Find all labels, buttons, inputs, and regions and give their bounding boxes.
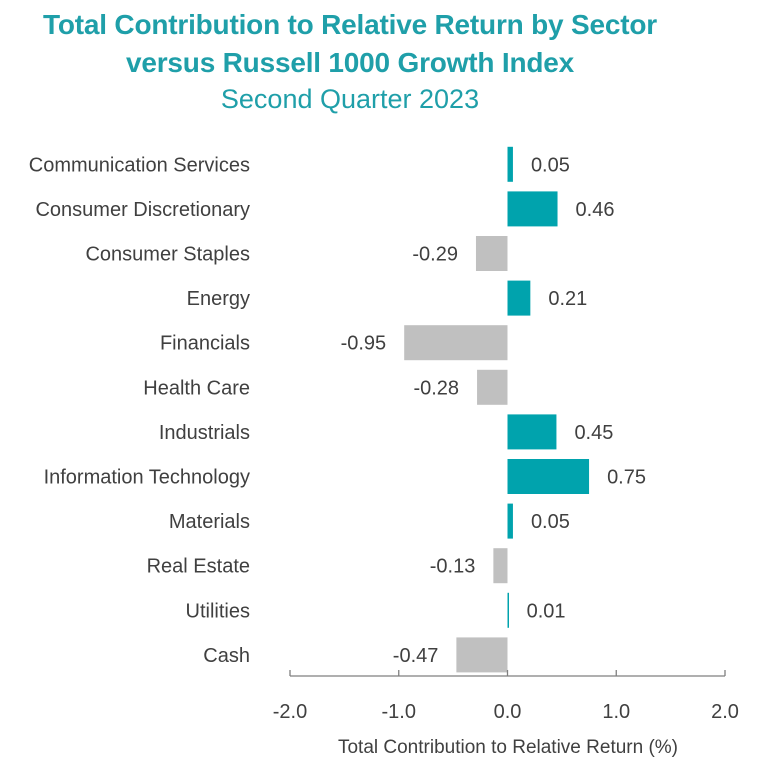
value-label-cash: -0.47 bbox=[393, 645, 439, 667]
value-label-industrials: 0.45 bbox=[574, 422, 613, 444]
bar-communication-services bbox=[507, 146, 513, 182]
category-label-information-technology: Information Technology bbox=[44, 467, 250, 489]
bars bbox=[404, 146, 590, 673]
x-axis: -2.0 -1.0 0.0 1.0 2.0 bbox=[273, 670, 739, 723]
value-label-consumer-staples: -0.29 bbox=[412, 244, 458, 266]
category-label-utilities: Utilities bbox=[186, 600, 250, 622]
bar-real-estate bbox=[493, 548, 508, 584]
category-label-consumer-discretionary: Consumer Discretionary bbox=[35, 199, 250, 221]
bar-health-care bbox=[477, 369, 508, 405]
category-label-cash: Cash bbox=[203, 645, 250, 667]
x-axis-label: Total Contribution to Relative Return (%… bbox=[338, 737, 678, 758]
category-label-health-care: Health Care bbox=[143, 377, 250, 399]
bar-utilities bbox=[507, 592, 509, 628]
chart-title-line2: versus Russell 1000 Growth Index bbox=[125, 47, 574, 78]
chart-title-line1: Total Contribution to Relative Return by… bbox=[43, 9, 657, 40]
value-label-real-estate: -0.13 bbox=[430, 556, 476, 578]
x-tick-label: -1.0 bbox=[382, 701, 416, 723]
category-label-materials: Materials bbox=[169, 511, 250, 533]
bar-industrials bbox=[507, 414, 557, 450]
x-tick-label: -2.0 bbox=[273, 701, 307, 723]
value-label-materials: 0.05 bbox=[531, 511, 570, 533]
bar-information-technology bbox=[507, 459, 590, 494]
value-label-consumer-discretionary: 0.46 bbox=[576, 199, 615, 221]
value-label-information-technology: 0.75 bbox=[607, 467, 646, 489]
value-labels: 0.05 0.46 -0.29 0.21 -0.95 -0.28 0.45 0.75 0.05 -… bbox=[341, 154, 646, 667]
x-tick-label: 0.0 bbox=[494, 701, 522, 723]
category-label-energy: Energy bbox=[187, 288, 250, 310]
value-label-energy: 0.21 bbox=[548, 288, 587, 310]
chart-subtitle: Second Quarter 2023 bbox=[220, 84, 480, 114]
value-label-health-care: -0.28 bbox=[413, 377, 459, 399]
chart-titles: Total Contribution to Relative Return by… bbox=[0, 6, 700, 116]
category-label-industrials: Industrials bbox=[159, 422, 250, 444]
x-tick-label: 1.0 bbox=[602, 701, 630, 723]
bar-energy bbox=[507, 280, 531, 316]
bar-cash bbox=[456, 637, 508, 673]
category-labels: Communication Services Consumer Discretio… bbox=[29, 154, 250, 667]
value-label-utilities: 0.01 bbox=[527, 600, 566, 622]
bar-financials bbox=[404, 325, 508, 361]
bar-consumer-staples bbox=[475, 236, 508, 271]
bar-consumer-discretionary bbox=[507, 191, 558, 227]
value-label-communication-services: 0.05 bbox=[531, 154, 570, 176]
category-label-communication-services: Communication Services bbox=[29, 154, 250, 176]
x-tick-label: 2.0 bbox=[711, 701, 739, 723]
category-label-financials: Financials bbox=[160, 333, 250, 355]
category-label-real-estate: Real Estate bbox=[147, 556, 250, 578]
bar-materials bbox=[507, 503, 513, 539]
category-label-consumer-staples: Consumer Staples bbox=[85, 244, 250, 266]
value-label-financials: -0.95 bbox=[341, 333, 387, 355]
